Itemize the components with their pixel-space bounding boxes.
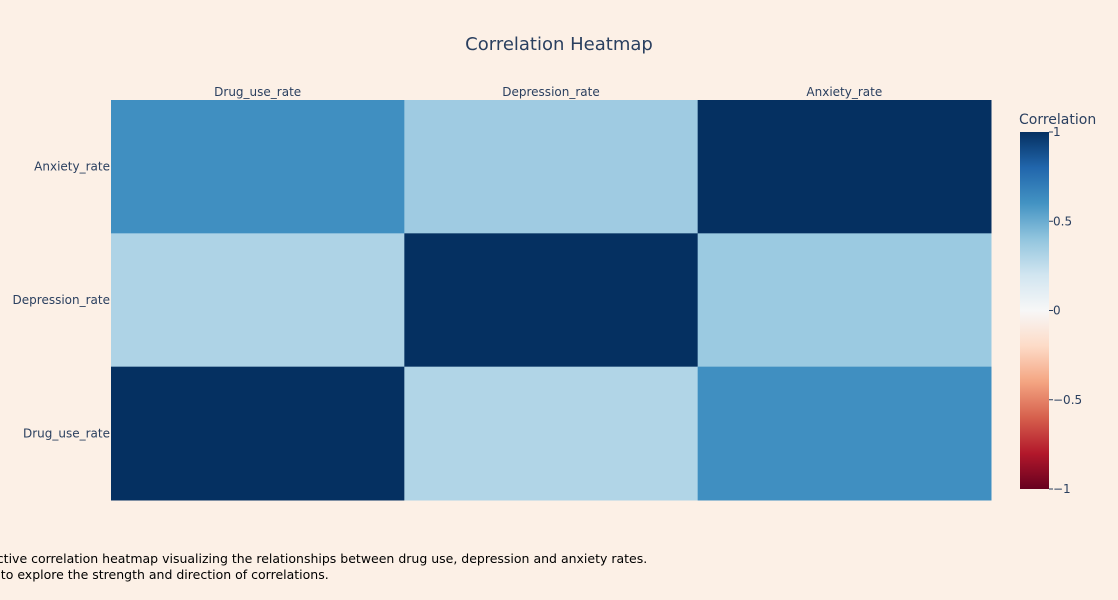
colorbar-ticks: 1 0.5 0 −0.5 −1 [1049, 125, 1082, 496]
y-axis-ticks: Anxiety_rate Depression_rate Drug_use_rate [13, 160, 110, 441]
x-tick-label: Depression_rate [502, 85, 599, 99]
heatmap-cell[interactable] [111, 233, 405, 368]
colorbar-tick-label: −0.5 [1053, 393, 1082, 407]
colorbar [1020, 132, 1049, 489]
colorbar-tick-label: 0 [1053, 304, 1061, 318]
x-tick-label: Drug_use_rate [214, 85, 301, 99]
heatmap-cell[interactable] [697, 100, 992, 234]
heatmap-cell[interactable] [404, 366, 699, 501]
heatmap-cell[interactable] [404, 233, 699, 368]
heatmap-chart: Correlation Heatmap Drug_use_rate Depress… [13, 34, 1096, 501]
y-tick-label: Drug_use_rate [23, 426, 110, 440]
y-tick-label: Anxiety_rate [34, 160, 110, 174]
heatmap-cell[interactable] [111, 366, 405, 501]
colorbar-tick-label: 1 [1053, 125, 1061, 139]
chart-title: Correlation Heatmap [465, 34, 653, 55]
x-axis-ticks: Drug_use_rate Depression_rate Anxiety_rate [214, 85, 882, 99]
x-tick-label: Anxiety_rate [806, 85, 882, 99]
heatmap-cells [111, 100, 992, 501]
heatmap-cell[interactable] [111, 100, 405, 234]
caption: ractive correlation heatmap visualizing … [0, 551, 647, 583]
heatmap-cell[interactable] [404, 100, 699, 234]
colorbar-tick-label: −1 [1053, 482, 1071, 496]
y-tick-label: Depression_rate [13, 293, 110, 307]
colorbar-title: Correlation [1019, 112, 1096, 128]
heatmap-cell[interactable] [697, 366, 992, 501]
heatmap-cell[interactable] [697, 233, 992, 368]
caption-line-2: er to explore the strength and direction… [0, 567, 329, 582]
caption-line-1: ractive correlation heatmap visualizing … [0, 551, 648, 566]
colorbar-tick-label: 0.5 [1053, 214, 1072, 228]
